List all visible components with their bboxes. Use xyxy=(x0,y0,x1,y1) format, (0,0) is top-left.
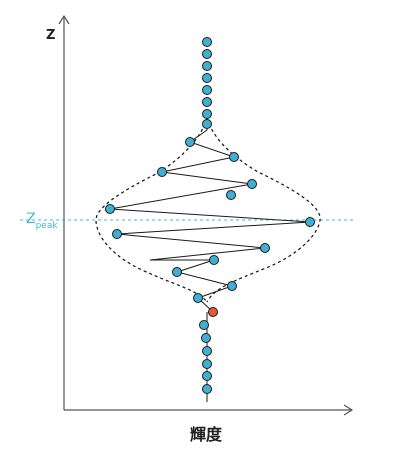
bottom-stack xyxy=(199,320,212,394)
x-axis-label: 輝度 xyxy=(190,425,223,444)
x-axis-arrowhead xyxy=(343,404,354,416)
data-point xyxy=(226,190,236,200)
data-point xyxy=(202,85,212,95)
highlighted-point xyxy=(208,307,218,317)
data-point xyxy=(157,167,167,177)
peak-label-sub: peak xyxy=(36,221,59,231)
data-point xyxy=(260,243,270,253)
data-point xyxy=(209,255,219,265)
data-point xyxy=(202,49,212,59)
envelope-right xyxy=(206,117,321,303)
data-point xyxy=(199,320,209,330)
oscillation-points xyxy=(105,137,315,317)
data-point xyxy=(202,37,212,47)
data-point xyxy=(112,229,122,239)
z-axis-label: Z xyxy=(46,28,55,43)
data-point xyxy=(229,152,239,162)
data-point xyxy=(202,61,212,71)
data-point xyxy=(202,384,212,394)
data-point xyxy=(185,137,195,147)
data-point xyxy=(201,333,211,343)
data-point xyxy=(305,217,315,227)
data-point xyxy=(202,359,212,369)
peak-label: Zpeak xyxy=(26,211,58,231)
zigzag-path xyxy=(109,118,311,313)
envelope-left xyxy=(95,117,208,303)
data-point xyxy=(105,204,115,214)
data-point xyxy=(202,346,212,356)
data-point xyxy=(247,179,257,189)
data-point xyxy=(202,73,212,83)
data-point xyxy=(202,371,212,381)
data-point xyxy=(172,267,182,277)
data-point xyxy=(202,97,212,107)
data-point xyxy=(202,109,212,119)
data-point xyxy=(202,119,212,129)
peak-label-main: Z xyxy=(26,211,36,227)
z-axis-arrowhead xyxy=(58,14,70,25)
data-point xyxy=(193,293,203,303)
data-point xyxy=(227,281,237,291)
top-stack xyxy=(202,37,212,129)
